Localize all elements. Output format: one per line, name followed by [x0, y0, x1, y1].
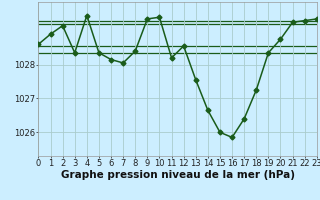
- X-axis label: Graphe pression niveau de la mer (hPa): Graphe pression niveau de la mer (hPa): [60, 170, 295, 180]
